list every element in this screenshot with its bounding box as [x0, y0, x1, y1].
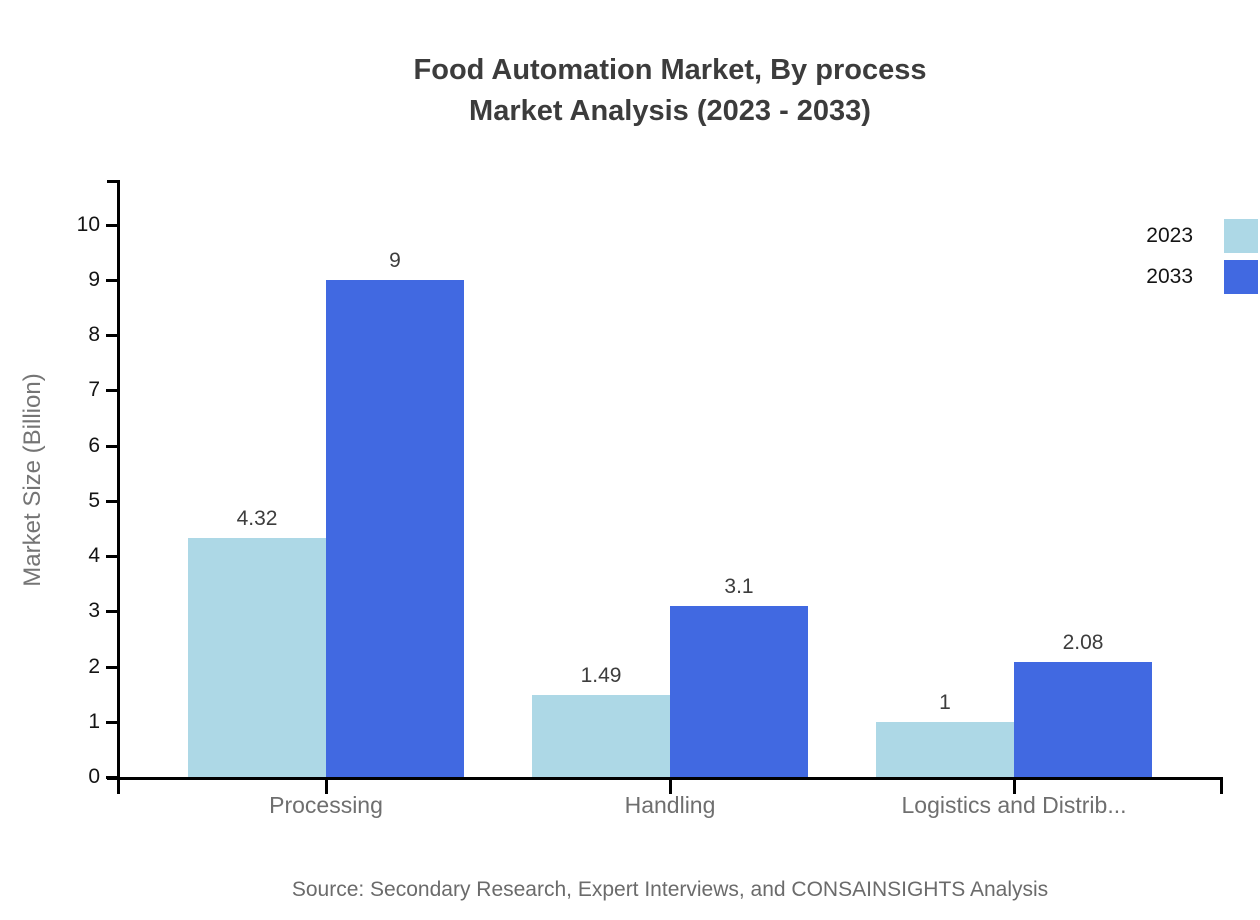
- page-title: Food Automation Market, By process Marke…: [80, 50, 1260, 132]
- y-tick-label: 2: [88, 654, 100, 678]
- bar-value-label: 4.32: [236, 507, 278, 531]
- y-tick-label: 10: [76, 212, 100, 236]
- page-title-line-1: Food Automation Market, By process: [413, 54, 927, 86]
- legend-item-2023: 2023: [1146, 219, 1258, 253]
- bar-value-label: 2.08: [1062, 631, 1104, 655]
- bar-value-label: 1.49: [580, 663, 622, 687]
- x-axis-end-tick: [1220, 777, 1223, 794]
- y-axis-line: [117, 180, 120, 794]
- y-tick: [106, 444, 118, 448]
- x-tick: [1012, 777, 1016, 794]
- y-tick: [106, 610, 118, 614]
- legend-label: 2033: [1146, 265, 1193, 288]
- source-note: Source: Secondary Research, Expert Inter…: [291, 878, 1049, 901]
- y-tick-label: 3: [88, 599, 100, 623]
- y-axis-top-tick: [107, 180, 118, 183]
- y-tick-label: 8: [88, 323, 100, 346]
- bar-value-label: 9: [389, 248, 401, 272]
- bar-2033-2: [670, 605, 808, 777]
- y-tick: [106, 665, 118, 669]
- bar-value-label: 3.1: [724, 574, 754, 598]
- bar-2033-3: [1014, 662, 1152, 777]
- y-tick: [106, 278, 118, 282]
- page-title-line-2: Market Analysis (2023 - 2033): [469, 95, 871, 127]
- bar-2023-2: [532, 694, 670, 777]
- bar-value-label: 1: [939, 690, 951, 714]
- x-tick: [324, 777, 328, 794]
- category-label: Handling: [624, 792, 716, 818]
- category-label: Processing: [269, 792, 383, 818]
- y-tick: [106, 555, 118, 558]
- bar-2023-3: [876, 721, 1014, 777]
- y-tick: [106, 389, 118, 393]
- y-tick-label: 9: [88, 267, 100, 291]
- y-tick: [106, 720, 118, 724]
- y-axis-title: Market Size (Billion): [19, 373, 46, 587]
- category-label: Logistics and Distrib...: [901, 792, 1127, 818]
- x-axis-line: [107, 777, 1223, 780]
- y-tick-label: 7: [88, 378, 100, 402]
- legend: 2023 2033: [1146, 219, 1258, 294]
- bar-2023-1: [188, 538, 326, 777]
- x-tick: [668, 777, 672, 794]
- y-tick-label: 5: [88, 488, 100, 512]
- y-tick-label: 6: [88, 433, 100, 457]
- y-tick-label: 1: [88, 709, 100, 733]
- legend-swatch: [1224, 260, 1258, 294]
- y-tick: [106, 499, 118, 503]
- y-tick: [106, 334, 118, 337]
- legend-label: 2023: [1146, 224, 1193, 247]
- bar-2033-1: [326, 279, 464, 777]
- legend-item-2033: 2033: [1146, 260, 1258, 294]
- legend-swatch: [1224, 219, 1258, 253]
- y-tick: [106, 223, 118, 227]
- y-tick-label: 0: [88, 765, 100, 788]
- y-tick-label: 4: [88, 544, 100, 567]
